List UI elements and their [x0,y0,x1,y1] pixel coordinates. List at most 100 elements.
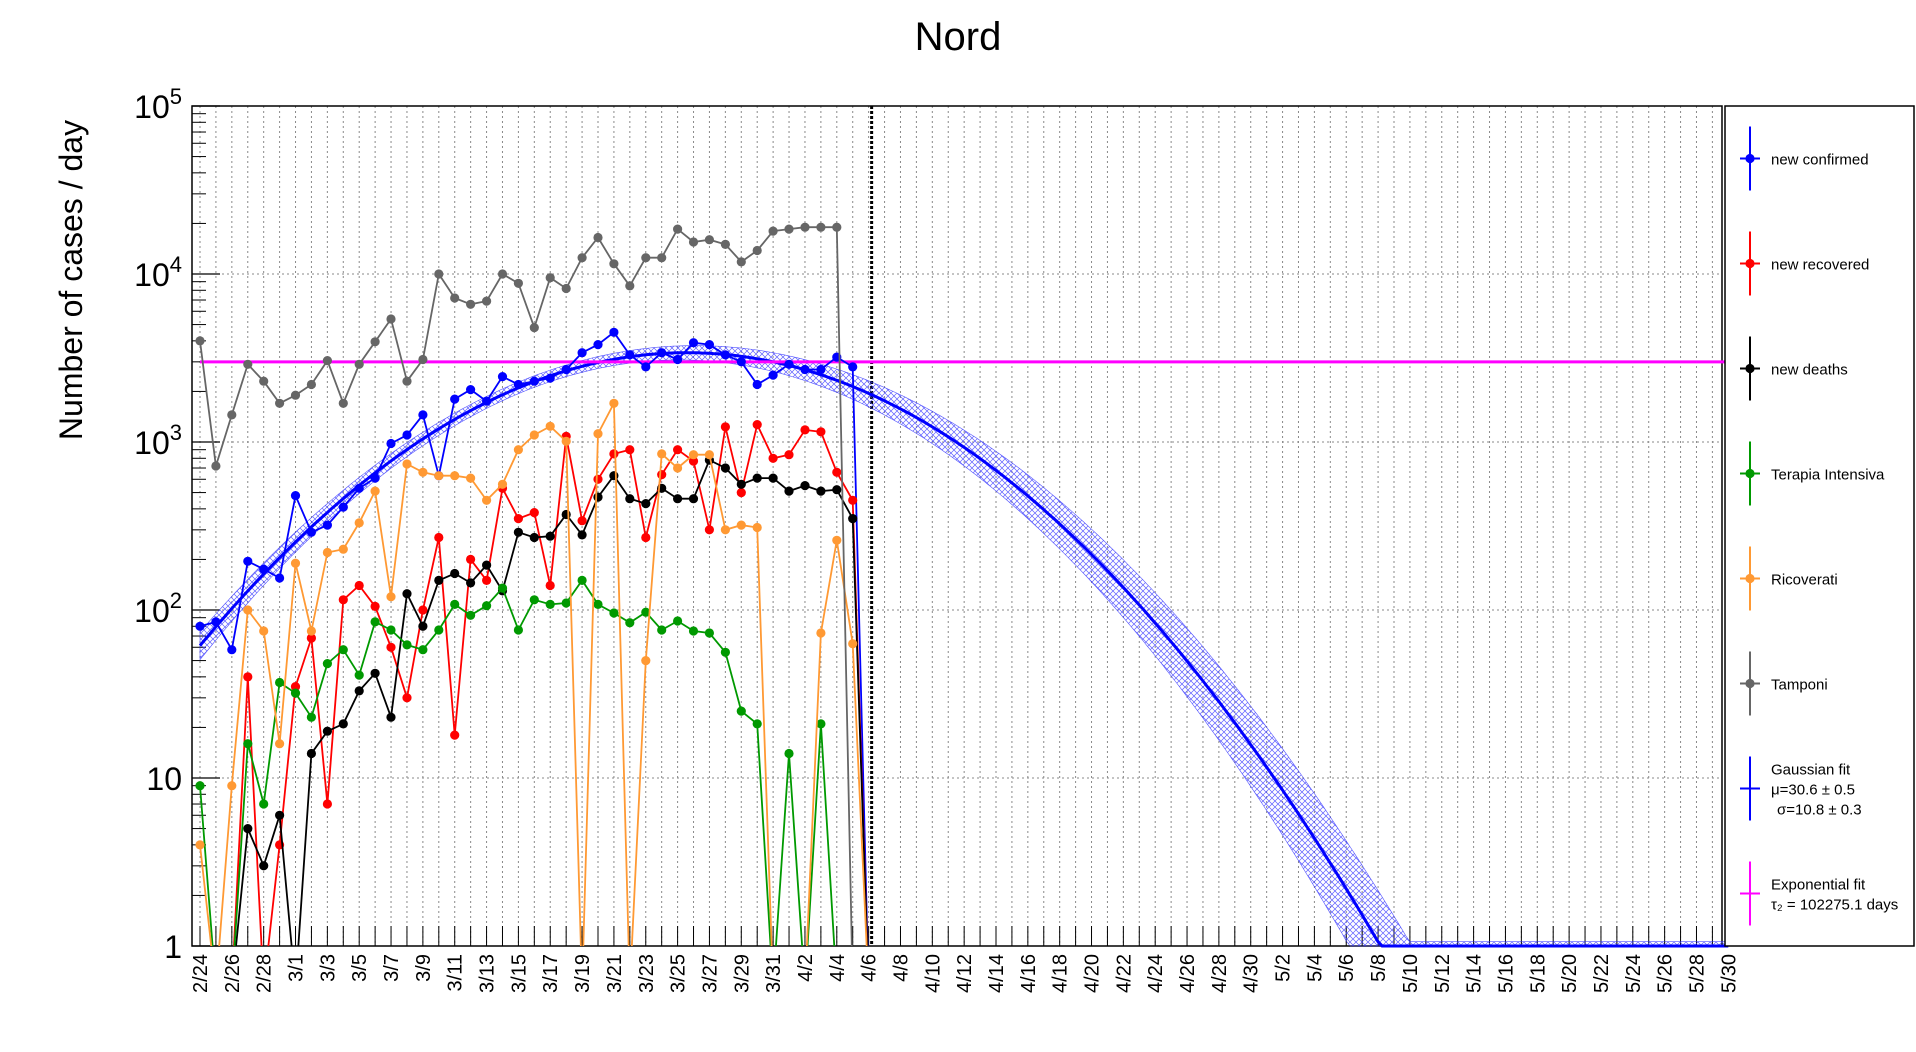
data-point [354,359,364,369]
data-point [641,656,651,666]
data-point [673,354,683,365]
legend-label: new deaths [1771,362,1848,379]
data-point [657,470,667,480]
data-point [704,340,715,350]
data-point [688,494,699,504]
x-tick-label: 4/18 [1050,954,1072,993]
data-point [657,253,667,263]
x-tick-label: 4/4 [827,954,849,982]
data-point [736,520,746,530]
data-point [816,486,826,496]
data-point [259,376,269,386]
data-point [418,467,428,477]
data-point [243,556,253,566]
data-point [688,626,699,636]
data-point [402,376,412,386]
data-point [418,605,428,615]
data-point [736,357,746,367]
y-tick-label: 10 [146,761,182,797]
data-point [561,283,571,294]
x-tick-label: 5/4 [1304,954,1326,982]
x-tick-label: 4/10 [922,954,944,993]
data-point [752,522,762,533]
data-point [497,269,508,279]
data-point [784,450,794,460]
x-tick-label: 5/18 [1527,954,1549,993]
data-point [450,599,460,610]
y-tick-label: 102 [134,588,182,629]
data-point [195,840,205,850]
data-point [418,410,428,420]
data-point [450,730,460,740]
data-point [338,398,348,408]
data-point [497,372,508,382]
x-tick-label: 4/26 [1177,954,1199,993]
x-tick-label: 4/22 [1113,954,1135,993]
data-point [657,625,667,635]
data-point [450,293,460,303]
data-point [625,618,635,628]
data-point [338,595,348,605]
data-point [784,224,794,234]
data-point [482,495,492,505]
data-point [641,362,651,372]
data-point [306,379,316,390]
data-point [848,639,858,649]
data-point [259,799,269,809]
data-point [275,573,285,583]
x-tick-label: 2/28 [254,954,276,993]
data-point [848,495,858,505]
data-point [736,706,746,716]
data-point [545,531,555,541]
legend-label: new confirmed [1771,152,1869,169]
data-point [816,427,826,437]
data-point [450,394,460,404]
x-tick-label: 3/15 [508,954,530,993]
x-tick-label: 3/9 [413,954,435,982]
data-point [386,642,396,652]
data-point [370,486,380,496]
data-point [704,450,715,460]
data-point [195,336,205,346]
data-point [561,598,571,608]
data-point [673,224,683,234]
data-point [497,583,508,593]
x-tick-label: 3/11 [445,954,467,991]
x-tick-label: 3/3 [317,954,339,982]
x-tick-label: 4/6 [859,954,881,982]
data-point [466,299,476,309]
legend-label: Tamponi [1771,677,1828,694]
x-tick-label: 4/16 [1018,954,1040,993]
data-point [848,514,858,524]
data-point [322,356,332,366]
x-tick-label: 3/31 [763,954,785,993]
data-point [625,445,635,455]
data-point [513,379,524,390]
data-point [466,610,476,620]
data-point [450,568,460,579]
data-point [688,456,699,466]
data-point [227,781,237,791]
data-point [704,525,715,535]
data-point [306,626,316,636]
data-point [736,488,746,498]
data-point [513,527,524,537]
data-point [434,269,444,279]
data-point [625,281,635,291]
data-point [704,235,715,245]
data-point [673,463,683,473]
data-point [688,237,699,247]
data-point [529,376,539,386]
data-point [609,327,619,337]
y-tick-label: 105 [134,84,182,125]
data-point [561,364,571,375]
data-point [736,479,746,489]
data-point [466,554,476,565]
data-point [259,564,269,574]
x-tick-label: 4/12 [954,954,976,993]
data-point [848,362,858,372]
data-point [402,430,412,440]
data-point [561,436,571,446]
data-point [482,396,492,406]
